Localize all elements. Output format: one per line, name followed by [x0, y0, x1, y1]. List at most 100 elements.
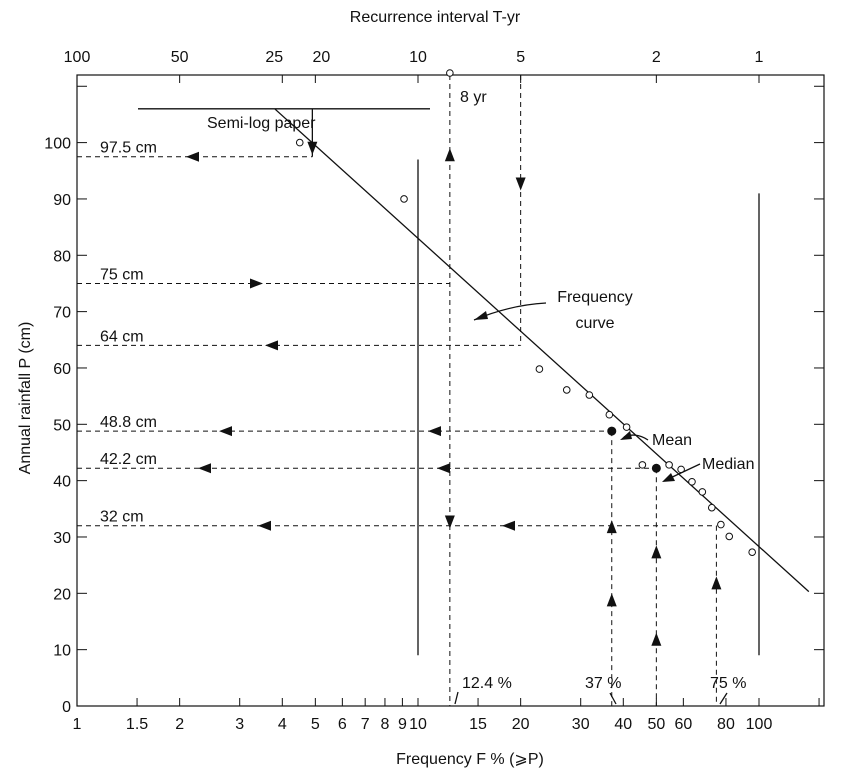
f-75-label: 75 % [710, 675, 746, 692]
observation-point [748, 548, 756, 556]
arrow-up [651, 545, 662, 559]
median-point [651, 463, 661, 473]
y-tick-label: 60 [53, 361, 71, 378]
top-tick-label: 2 [652, 49, 661, 66]
mean-leader-head [620, 431, 632, 440]
x-tick-label: 60 [674, 716, 692, 733]
y-tick-label: 20 [53, 586, 71, 603]
x-tick-label: 100 [746, 716, 773, 733]
arrow-left [198, 463, 211, 474]
y-tick-label: 10 [53, 643, 71, 660]
p-75-label: 75 cm [100, 266, 144, 283]
top-tick-label: 50 [171, 49, 189, 66]
bottom-axis-ticks: 1 1.5 2 3 4 5 6 7 8 9 10 15 20 30 40 50 60 80 100 [73, 698, 820, 733]
x-tick-label: 1.5 [126, 716, 148, 733]
arrow-up [606, 520, 617, 534]
frequency-curve [274, 108, 810, 593]
observation-point [688, 477, 696, 486]
frequency-curve-label-line2: curve [575, 315, 614, 332]
p-488-label: 48.8 cm [100, 414, 157, 431]
observation-point [400, 195, 408, 203]
median-leader-head [662, 473, 675, 482]
p-975-label: 97.5 cm [100, 140, 157, 157]
arrow-left [502, 520, 515, 531]
arrow-up [606, 593, 617, 607]
arrow-up [444, 148, 455, 162]
y-tick-label: 80 [53, 248, 71, 265]
x-tick-label: 15 [469, 716, 487, 733]
median-label: Median [702, 456, 754, 473]
observation-point [295, 138, 304, 147]
arrow-left [219, 426, 232, 437]
y-tick-label: 0 [62, 699, 71, 716]
observation-point [535, 365, 544, 373]
x-tick-label: 9 [398, 716, 407, 733]
top-tick-label: 100 [64, 49, 91, 66]
eight-year-marker [446, 69, 454, 77]
y-tick-label: 40 [53, 474, 71, 491]
x-axis-title: Frequency F % (⩾P) [396, 751, 544, 768]
arrow-left [186, 151, 199, 162]
y-tick-label: 70 [53, 305, 71, 322]
right-axis-ticks [814, 85, 824, 707]
x-tick-label: 7 [361, 716, 370, 733]
top-tick-label: 5 [516, 49, 525, 66]
arrow-down [444, 515, 455, 529]
arrow-up [651, 632, 662, 646]
p-64-label: 64 cm [100, 328, 144, 345]
x-tick-label: 50 [647, 716, 665, 733]
top-tick-label: 20 [312, 49, 330, 66]
x-tick-label: 20 [512, 716, 530, 733]
frequency-curve-leader-head [474, 311, 488, 320]
frequency-curve-label-line1: Frequency [557, 289, 633, 306]
arrow-left [437, 463, 450, 474]
y-tick-label: 30 [53, 530, 71, 547]
top-axis-title: Recurrence interval T-yr [350, 9, 521, 26]
observation-point [707, 503, 716, 512]
top-axis-ticks: 100 50 25 20 10 5 2 1 [64, 49, 764, 83]
observation-point [638, 461, 647, 469]
x-tick-label: 10 [409, 716, 427, 733]
frequency-curve-layer [274, 108, 810, 593]
x-tick-label: 3 [235, 716, 244, 733]
p-32-label: 32 cm [100, 509, 144, 526]
f-37-label: 37 % [585, 675, 621, 692]
top-tick-label: 10 [409, 49, 427, 66]
y-tick-label: 90 [53, 192, 71, 209]
annotation-labels: 8 yr Semi-log paper 97.5 cm 75 cm 64 cm 48.8 … [100, 89, 754, 705]
top-tick-label: 25 [265, 49, 283, 66]
top-tick-label: 1 [755, 49, 764, 66]
mean-point [607, 426, 617, 436]
f-75-leader [719, 692, 728, 705]
semi-log-paper-label: Semi-log paper [207, 115, 316, 132]
x-tick-label: 6 [338, 716, 347, 733]
observation-point [622, 423, 631, 431]
observation-point [717, 520, 725, 529]
x-tick-label: 1 [73, 716, 82, 733]
p-422-label: 42.2 cm [100, 451, 157, 468]
x-tick-label: 30 [572, 716, 590, 733]
x-tick-label: 2 [175, 716, 184, 733]
plot-frame [76, 74, 825, 707]
x-tick-label: 40 [614, 716, 632, 733]
x-tick-label: 80 [717, 716, 735, 733]
arrow-left [258, 520, 271, 531]
y-tick-label: 50 [53, 417, 71, 434]
guide-lines [77, 75, 760, 706]
mean-label: Mean [652, 432, 692, 449]
observation-point [698, 488, 707, 496]
eight-year-label: 8 yr [460, 89, 487, 106]
arrow-marks [186, 141, 722, 646]
f-124-leader [454, 691, 459, 705]
y-tick-label: 100 [44, 136, 71, 153]
observation-point [562, 386, 571, 394]
observation-point [665, 461, 673, 469]
f-37-leader [609, 692, 617, 705]
arrow-up [711, 576, 722, 590]
arrow-down [515, 177, 526, 191]
arrow-right [250, 278, 263, 289]
x-tick-label: 4 [278, 716, 287, 733]
left-axis-ticks: 0 10 20 30 40 50 60 70 80 90 100 [44, 85, 87, 716]
observation-point [585, 391, 594, 399]
